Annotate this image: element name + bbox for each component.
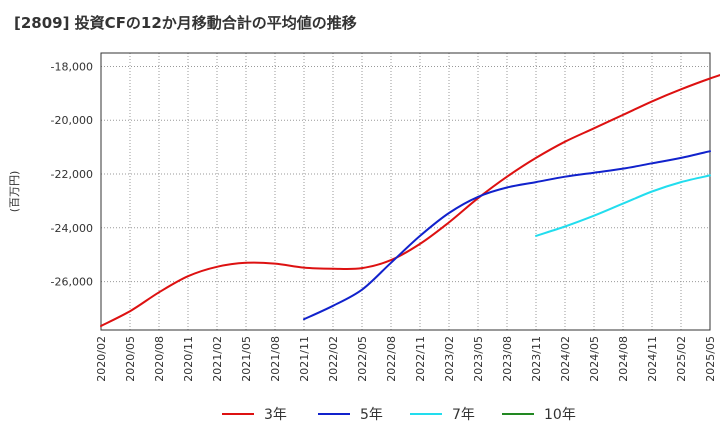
- x-tick-label: 2020/08: [153, 336, 166, 382]
- x-tick-label: 2023/05: [472, 336, 485, 382]
- x-tick-label: 2021/08: [269, 336, 282, 382]
- x-axis: 2020/02 2020/05 2020/08 2020/11 2021/02 2021/…: [95, 336, 717, 382]
- y-tick-label: -20,000: [51, 114, 93, 127]
- legend-label: 3年: [264, 407, 287, 423]
- x-tick-label: 2024/02: [559, 336, 572, 382]
- x-tick-label: 2020/05: [124, 336, 137, 382]
- legend-item: 10年: [502, 407, 576, 423]
- x-tick-label: 2020/02: [95, 336, 108, 382]
- x-tick-label: 2021/05: [240, 336, 253, 382]
- plot-area: [100, 52, 711, 331]
- x-tick-label: 2022/02: [327, 336, 340, 382]
- x-tick-label: 2024/11: [646, 336, 659, 382]
- legend-label: 5年: [360, 407, 383, 423]
- y-tick-label: -24,000: [51, 222, 93, 235]
- x-tick-label: 2024/08: [617, 336, 630, 382]
- legend-label: 10年: [544, 407, 576, 423]
- series-line-1: [100, 74, 720, 327]
- x-tick-label: 2023/02: [443, 336, 456, 382]
- series-line-2: [303, 150, 711, 321]
- x-tick-label: 2021/02: [211, 336, 224, 382]
- x-tick-label: 2024/05: [588, 336, 601, 382]
- legend-label: 7年: [452, 407, 475, 423]
- x-tick-label: 2025/05: [704, 336, 717, 382]
- x-tick-label: 2020/11: [182, 336, 195, 382]
- y-axis-label: (百万円): [8, 171, 21, 213]
- y-tick-label: -22,000: [51, 168, 93, 181]
- x-tick-label: 2022/11: [414, 336, 427, 382]
- y-axis: -18,000 -20,000 -22,000 -24,000 -26,000: [51, 60, 93, 288]
- y-tick-label: -18,000: [51, 60, 93, 73]
- x-tick-label: 2023/08: [501, 336, 514, 382]
- x-tick-label: 2021/11: [298, 336, 311, 382]
- series-layer: [100, 74, 720, 327]
- legend-item: 5年: [318, 407, 383, 423]
- legend: 3年 5年 7年 10年: [222, 407, 576, 423]
- x-tick-label: 2022/08: [385, 336, 398, 382]
- x-tick-label: 2025/02: [675, 336, 688, 382]
- y-tick-label: -26,000: [51, 276, 93, 289]
- chart-title: [2809] 投資CFの12か月移動合計の平均値の推移: [14, 14, 357, 32]
- legend-item: 7年: [410, 407, 475, 423]
- series-line-3: [535, 174, 711, 237]
- grid-lines: [100, 53, 711, 330]
- x-tick-label: 2023/11: [530, 336, 543, 382]
- x-tick-label: 2022/05: [356, 336, 369, 382]
- legend-item: 3年: [222, 407, 287, 423]
